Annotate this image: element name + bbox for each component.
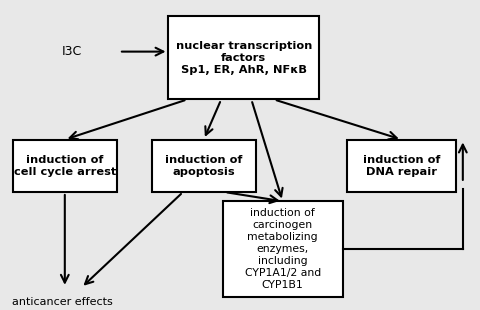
Text: anticancer effects: anticancer effects [12, 297, 113, 307]
Text: induction of
carcinogen
metabolizing
enzymes,
including
CYP1A1/2 and
CYP1B1: induction of carcinogen metabolizing enz… [244, 208, 321, 290]
Text: nuclear transcription
factors
Sp1, ER, AhR, NFκB: nuclear transcription factors Sp1, ER, A… [176, 41, 312, 75]
FancyBboxPatch shape [168, 16, 319, 100]
FancyBboxPatch shape [13, 140, 117, 192]
Text: induction of
DNA repair: induction of DNA repair [363, 155, 440, 177]
Text: induction of
apoptosis: induction of apoptosis [165, 155, 242, 177]
Text: I3C: I3C [62, 45, 82, 58]
FancyBboxPatch shape [223, 201, 343, 297]
FancyBboxPatch shape [152, 140, 255, 192]
FancyBboxPatch shape [348, 140, 456, 192]
Text: induction of
cell cycle arrest: induction of cell cycle arrest [14, 155, 116, 177]
